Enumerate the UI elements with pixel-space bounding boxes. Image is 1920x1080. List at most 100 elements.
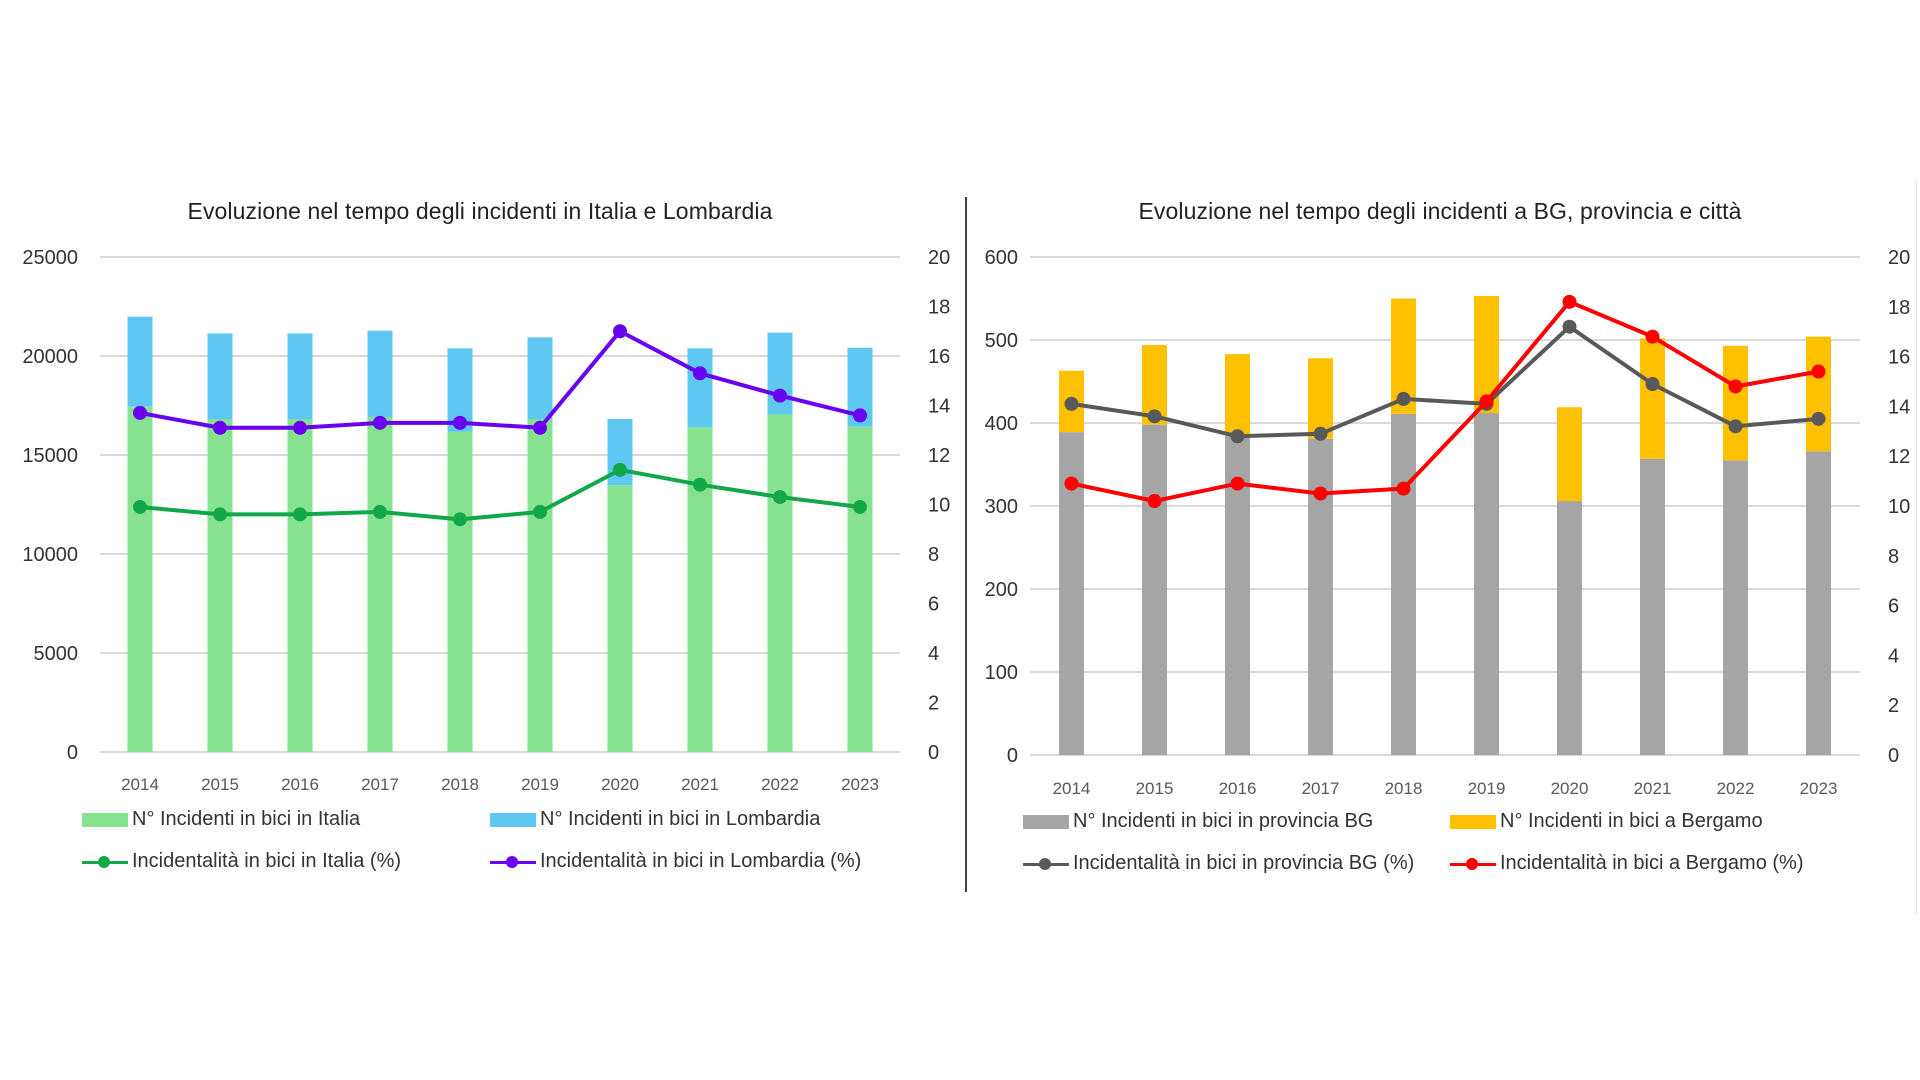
line-point-marker (213, 507, 227, 522)
y-axis-tick-label: 600 (985, 247, 1018, 269)
y2-axis-tick-label: 20 (928, 247, 950, 269)
bar-segment (287, 333, 313, 420)
y2-axis-tick-label: 10 (1888, 496, 1910, 518)
page-edge-line (1916, 180, 1917, 915)
line-point-marker (453, 512, 467, 527)
line-point-marker (1064, 476, 1079, 491)
line-point-marker (1562, 294, 1577, 309)
bar-segment (847, 426, 873, 752)
y2-axis-tick-label: 20 (1888, 247, 1910, 269)
x-axis-tick-label: 2020 (1551, 779, 1589, 798)
legend-item-bergamo-line: Incidentalità in bici a Bergamo (%) (1450, 852, 1803, 875)
legend-label: N° Incidenti in bici in provincia BG (1073, 810, 1374, 832)
x-axis-tick-label: 2022 (761, 775, 799, 794)
legend-label: N° Incidenti in bici in Italia (132, 808, 361, 830)
x-axis-tick-label: 2014 (121, 775, 159, 794)
bar-segment (687, 348, 713, 428)
line-point-marker (1147, 409, 1162, 424)
legend-swatch-green-bar (82, 812, 128, 827)
legend-item-provincia-line: Incidentalità in bici in provincia BG (%… (1023, 852, 1414, 875)
panel-divider (965, 197, 967, 892)
y-axis-tick-label: 10000 (22, 544, 78, 566)
legend-item-lombardia-line: Incidentalità in bici in Lombardia (%) (490, 850, 861, 873)
line-point-marker (693, 366, 707, 381)
bar-segment (527, 419, 553, 752)
y2-axis-tick-label: 18 (1888, 297, 1910, 319)
y2-axis-tick-label: 0 (1888, 745, 1899, 767)
bar-segment (447, 431, 473, 752)
bar-segment (1474, 413, 1499, 755)
line-point-marker (293, 420, 307, 435)
bar-segment (1225, 354, 1250, 436)
bar-segment (607, 485, 633, 752)
bar-segment (207, 333, 233, 420)
line-point-marker (1064, 396, 1079, 411)
x-axis-tick-label: 2014 (1053, 779, 1091, 798)
x-axis-tick-label: 2023 (1800, 779, 1838, 798)
legend-swatch-purple-line-marker (490, 855, 536, 869)
bar-segment (1723, 460, 1748, 755)
y-axis-tick-label: 20000 (22, 346, 78, 368)
bar-segment (1308, 438, 1333, 755)
line-point-marker (213, 420, 227, 435)
x-axis-tick-label: 2023 (841, 775, 879, 794)
line-point-marker (453, 415, 467, 430)
x-axis-tick-label: 2019 (521, 775, 559, 794)
y2-axis-tick-label: 0 (928, 742, 939, 764)
bar-segment (367, 330, 393, 417)
line-point-marker (853, 408, 867, 423)
bar-segment (127, 316, 153, 407)
x-axis-tick-label: 2018 (1385, 779, 1423, 798)
y-axis-tick-label: 400 (985, 413, 1018, 435)
y2-axis-tick-label: 10 (928, 495, 950, 517)
legend-item-italia-line: Incidentalità in bici in Italia (%) (82, 850, 401, 873)
x-axis-tick-label: 2021 (681, 775, 719, 794)
y-axis-tick-label: 200 (985, 579, 1018, 601)
legend-swatch-grey-bar (1023, 814, 1069, 829)
bar-segment (767, 414, 793, 752)
y2-axis-tick-label: 4 (928, 643, 939, 665)
line-series (139, 329, 861, 430)
line-point-marker (773, 388, 787, 403)
legend-swatch-grey-line-marker (1023, 857, 1069, 871)
y2-axis-tick-label: 14 (928, 396, 950, 418)
bar-segment (1806, 336, 1831, 452)
y2-axis-tick-label: 2 (1888, 695, 1899, 717)
x-axis-tick-label: 2018 (441, 775, 479, 794)
legend-item-lombardia-bars: N° Incidenti in bici in Lombardia (490, 808, 820, 831)
bar-segment (367, 416, 393, 752)
line-point-marker (1811, 364, 1826, 379)
chart-title: Evoluzione nel tempo degli incidenti a B… (1138, 198, 1742, 224)
legend-swatch-blue-bar (490, 812, 536, 827)
line-point-marker (1230, 429, 1245, 444)
chart-panel-bergamo: Evoluzione nel tempo degli incidenti a B… (960, 190, 1920, 910)
y2-axis-tick-label: 12 (1888, 446, 1910, 468)
chart-title: Evoluzione nel tempo degli incidenti in … (187, 198, 773, 224)
line-point-marker (1562, 319, 1577, 334)
legend-swatch-green-line-marker (82, 855, 128, 869)
x-axis-tick-label: 2017 (361, 775, 399, 794)
line-point-marker (1396, 481, 1411, 496)
line-series (139, 467, 861, 522)
y2-axis-tick-label: 6 (1888, 596, 1899, 618)
x-axis-tick-label: 2017 (1302, 779, 1340, 798)
line-point-marker (1313, 486, 1328, 501)
y2-axis-tick-label: 8 (928, 544, 939, 566)
line-point-marker (1645, 329, 1660, 344)
line-point-marker (133, 405, 147, 420)
y-axis-tick-label: 5000 (34, 643, 79, 665)
line-point-marker (1147, 494, 1162, 509)
legend-item-provincia-bars: N° Incidenti in bici in provincia BG (1023, 810, 1373, 833)
y2-axis-tick-label: 16 (928, 346, 950, 368)
bar-segment (1640, 458, 1665, 755)
line-point-marker (853, 499, 867, 514)
line-point-marker (1313, 426, 1328, 441)
y-axis-tick-label: 15000 (22, 445, 78, 467)
line-point-marker (1728, 419, 1743, 434)
bar-segment (1723, 345, 1748, 461)
line-point-marker (533, 504, 547, 519)
line-point-marker (533, 420, 547, 435)
chart-plot-area: 0 100 200 300 400 500 600 0 2 4 6 8 10 12 14 16 18 20 2014… (985, 247, 1911, 798)
x-axis-tick-label: 2015 (201, 775, 239, 794)
bar-segment (287, 419, 313, 752)
